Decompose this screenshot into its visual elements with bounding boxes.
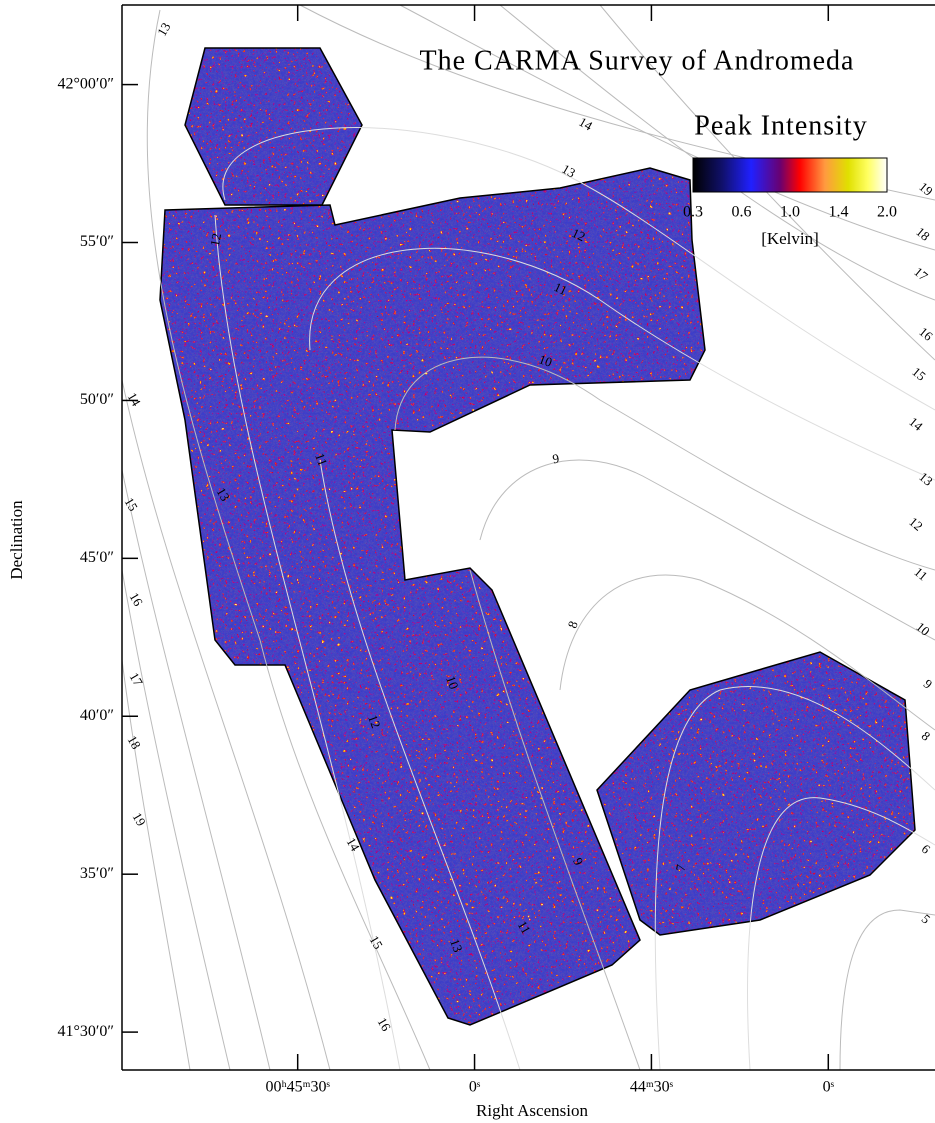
contour-label: 11 xyxy=(911,564,930,584)
contour-label: 13 xyxy=(154,20,173,39)
contour-label: 14 xyxy=(576,114,595,134)
chart: 1314131211109812141113151617181910129141… xyxy=(0,0,935,1123)
colorbar-tick-label: 2.0 xyxy=(877,204,897,221)
contour-label: 9 xyxy=(921,676,935,692)
contour-label: 12 xyxy=(906,514,926,534)
body: 1314131211109812141113151617181910129141… xyxy=(0,0,935,1123)
y-tick-label: 55′0″ xyxy=(80,233,114,250)
contour-label: 16 xyxy=(127,590,147,609)
contour-label: 13 xyxy=(916,469,935,489)
y-tick-label: 40′0″ xyxy=(80,707,114,724)
page: {"chart_data": {"type": "image", "title"… xyxy=(0,0,935,1123)
contour-label: 16 xyxy=(375,1015,395,1034)
colorbar-title: Peak Intensity xyxy=(694,110,867,141)
colorbar xyxy=(693,158,887,192)
contour-label: 18 xyxy=(125,733,144,752)
contour-label: 13 xyxy=(559,161,578,180)
colorbar-tick-label: 1.0 xyxy=(780,204,800,221)
contour-label: 6 xyxy=(919,841,934,857)
contour-label: 16 xyxy=(916,324,935,344)
contour-label: 8 xyxy=(919,728,934,744)
contour-label: 9 xyxy=(551,451,560,467)
x-tick-label: 0ˢ xyxy=(823,1079,835,1096)
chart-title: The CARMA Survey of Andromeda xyxy=(420,45,855,76)
x-tick-label: 44ᵐ30ˢ xyxy=(630,1079,674,1096)
contour-label: 14 xyxy=(906,414,926,434)
y-tick-label: 35′0″ xyxy=(80,865,114,882)
contour-label: 19 xyxy=(130,810,149,829)
y-axis-label: Declination xyxy=(7,500,26,580)
contour-label: 17 xyxy=(911,264,931,284)
x-axis-label: Right Ascension xyxy=(476,1101,588,1120)
y-tick-label: 50′0″ xyxy=(80,391,114,408)
contour-label: 15 xyxy=(367,933,386,952)
contour-label: 10 xyxy=(913,619,933,639)
x-tick-label: 00ʰ45ᵐ30ˢ xyxy=(266,1079,331,1096)
contour-label: 19 xyxy=(916,179,935,199)
contour-label: 15 xyxy=(909,364,929,384)
contour-label: 12 xyxy=(207,232,224,247)
colorbar-tick-label: 1.4 xyxy=(829,204,849,221)
y-tick-label: 42°00′0″ xyxy=(57,75,114,92)
contour-label: 18 xyxy=(913,224,933,244)
colorbar-tick-label: 0.6 xyxy=(732,204,752,221)
x-tick-label: 0ˢ xyxy=(469,1079,481,1096)
contour-label: 17 xyxy=(127,670,147,689)
y-tick-label: 41°30′0″ xyxy=(57,1023,114,1040)
contour-label: 15 xyxy=(122,495,141,514)
contour-label: 8 xyxy=(564,619,580,630)
colorbar-label: [Kelvin] xyxy=(761,229,819,248)
colorbar-tick-label: 0.3 xyxy=(683,204,703,221)
y-tick-label: 45′0″ xyxy=(80,549,114,566)
